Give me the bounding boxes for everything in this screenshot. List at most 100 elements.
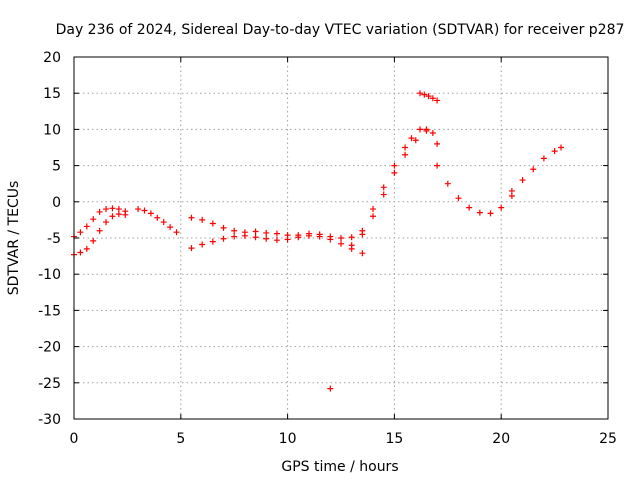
y-tick-label: -10 bbox=[38, 267, 61, 283]
data-point bbox=[434, 162, 441, 169]
data-point bbox=[220, 224, 227, 231]
data-point bbox=[421, 91, 428, 98]
data-point bbox=[273, 230, 280, 237]
series-rise bbox=[348, 126, 441, 249]
data-point bbox=[83, 245, 90, 252]
data-point bbox=[173, 229, 180, 236]
data-point bbox=[103, 219, 110, 226]
data-point bbox=[147, 210, 154, 217]
data-point bbox=[519, 177, 526, 184]
data-point bbox=[359, 250, 366, 257]
data-point bbox=[141, 207, 148, 214]
data-point bbox=[209, 238, 216, 245]
data-point bbox=[338, 235, 344, 241]
data-point bbox=[263, 229, 270, 236]
data-point bbox=[508, 187, 515, 194]
data-point bbox=[540, 155, 547, 162]
x-tick-label: 5 bbox=[176, 431, 185, 447]
data-point bbox=[327, 385, 334, 392]
data-point bbox=[273, 237, 280, 244]
series-band-5-13-lower bbox=[188, 232, 366, 257]
data-point bbox=[154, 214, 161, 221]
data-point bbox=[508, 193, 515, 200]
series-rise-offset bbox=[359, 127, 430, 238]
data-point bbox=[115, 211, 122, 218]
data-point bbox=[327, 236, 334, 243]
data-point bbox=[370, 213, 377, 220]
y-tick-label: -25 bbox=[38, 376, 61, 392]
data-point bbox=[434, 140, 441, 147]
data-point bbox=[209, 220, 216, 227]
data-point bbox=[199, 241, 206, 248]
data-point bbox=[167, 224, 174, 231]
data-point bbox=[295, 234, 302, 241]
data-point bbox=[423, 127, 430, 134]
y-axis-label: SDTVAR / TECUs bbox=[6, 181, 22, 296]
data-point bbox=[402, 144, 409, 151]
data-point bbox=[391, 169, 398, 176]
y-tick-label: -30 bbox=[38, 412, 61, 428]
data-point bbox=[96, 208, 103, 215]
data-point bbox=[380, 184, 387, 191]
data-point bbox=[380, 191, 387, 198]
axis-ticks: 0 5 10 15 20 25 -30 -25 -20 -15 -10 -5 0 5 10 15 20 bbox=[38, 50, 617, 447]
data-point bbox=[109, 205, 116, 212]
series-recovery bbox=[508, 144, 565, 194]
data-point bbox=[96, 227, 103, 234]
y-tick-label: 5 bbox=[52, 159, 61, 175]
x-tick-label: 10 bbox=[279, 431, 297, 447]
data-point bbox=[455, 195, 462, 202]
data-point bbox=[305, 232, 312, 239]
data-point bbox=[90, 237, 97, 244]
y-tick-label: -15 bbox=[38, 303, 61, 319]
data-point bbox=[370, 206, 377, 213]
y-tick-label: 15 bbox=[43, 86, 61, 102]
data-point bbox=[231, 227, 238, 234]
data-point bbox=[241, 232, 248, 239]
data-point bbox=[429, 130, 436, 137]
data-point bbox=[103, 206, 110, 213]
data-point bbox=[252, 234, 259, 241]
data-point bbox=[316, 233, 323, 240]
data-point bbox=[188, 245, 195, 252]
data-point bbox=[252, 228, 259, 235]
data-point bbox=[412, 137, 419, 144]
data-point bbox=[90, 216, 97, 223]
data-point bbox=[434, 97, 441, 104]
data-point bbox=[188, 214, 195, 221]
data-point bbox=[551, 148, 558, 155]
y-tick-label: -20 bbox=[38, 340, 61, 356]
data-point bbox=[160, 219, 167, 226]
data-point bbox=[135, 206, 142, 213]
data-point bbox=[408, 135, 415, 142]
data-point bbox=[199, 216, 206, 223]
data-point bbox=[402, 151, 409, 158]
data-point bbox=[498, 204, 505, 211]
data-point bbox=[558, 144, 565, 151]
data-point bbox=[417, 90, 424, 97]
chart-title: Day 236 of 2024, Sidereal Day-to-day VTE… bbox=[56, 22, 625, 38]
data-point bbox=[530, 166, 537, 173]
data-point bbox=[429, 95, 436, 102]
x-tick-label: 0 bbox=[70, 431, 79, 447]
data-point bbox=[263, 235, 270, 242]
data-points bbox=[71, 90, 565, 392]
data-point bbox=[220, 235, 227, 242]
data-point bbox=[284, 236, 291, 243]
data-point bbox=[391, 162, 398, 169]
data-point bbox=[338, 240, 344, 247]
data-point bbox=[83, 223, 90, 230]
y-tick-label: 10 bbox=[43, 122, 61, 138]
data-point bbox=[348, 234, 355, 241]
x-tick-label: 15 bbox=[385, 431, 403, 447]
data-point bbox=[417, 126, 424, 133]
data-point bbox=[122, 211, 129, 218]
series-dip-2-5 bbox=[135, 206, 180, 236]
data-point bbox=[487, 210, 494, 217]
y-tick-label: -5 bbox=[47, 231, 61, 247]
data-point bbox=[466, 204, 473, 211]
data-point bbox=[109, 213, 116, 220]
y-tick-label: 20 bbox=[43, 50, 61, 66]
